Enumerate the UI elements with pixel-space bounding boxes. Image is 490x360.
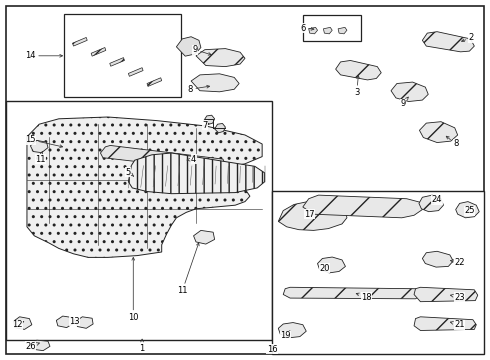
Polygon shape (27, 117, 262, 257)
Text: 11: 11 (177, 243, 199, 295)
Text: 15: 15 (25, 135, 63, 148)
Polygon shape (204, 115, 215, 125)
Bar (303, 15, 361, 41)
Polygon shape (283, 287, 420, 299)
Polygon shape (419, 122, 458, 143)
Text: 16: 16 (267, 345, 277, 354)
Polygon shape (128, 68, 143, 76)
Text: 26: 26 (25, 342, 39, 351)
Text: 22: 22 (450, 258, 465, 266)
Text: 7: 7 (202, 121, 209, 130)
Polygon shape (30, 140, 48, 153)
Text: 20: 20 (319, 264, 330, 273)
Polygon shape (147, 78, 162, 86)
Polygon shape (128, 153, 265, 194)
Polygon shape (422, 32, 474, 52)
Polygon shape (191, 74, 239, 92)
Text: 14: 14 (25, 51, 63, 60)
Text: 19: 19 (280, 330, 291, 340)
Text: 8: 8 (188, 85, 210, 94)
Polygon shape (419, 195, 443, 212)
Text: 3: 3 (354, 76, 360, 97)
Polygon shape (14, 317, 32, 329)
Polygon shape (323, 27, 332, 34)
Polygon shape (91, 48, 106, 56)
Polygon shape (56, 316, 74, 328)
Polygon shape (125, 142, 137, 149)
Polygon shape (391, 82, 428, 102)
Text: 18: 18 (356, 292, 372, 302)
Polygon shape (30, 340, 50, 351)
Polygon shape (176, 37, 201, 56)
Bar (64, 112, 181, 180)
Text: 9: 9 (193, 45, 211, 55)
Polygon shape (338, 27, 347, 34)
Text: 2: 2 (462, 33, 474, 42)
Bar (6, 101, 272, 340)
Text: 9: 9 (400, 97, 408, 108)
Polygon shape (336, 60, 381, 80)
Text: 12: 12 (12, 320, 24, 329)
Text: 5: 5 (126, 167, 134, 176)
Polygon shape (318, 257, 345, 273)
Polygon shape (303, 195, 422, 218)
Polygon shape (73, 116, 84, 123)
Text: 17: 17 (304, 210, 315, 219)
Polygon shape (414, 287, 478, 302)
Text: 6: 6 (300, 23, 314, 32)
Polygon shape (110, 58, 124, 66)
Polygon shape (73, 37, 87, 46)
Text: 11: 11 (35, 152, 46, 163)
Polygon shape (100, 145, 225, 171)
Text: 25: 25 (464, 206, 475, 215)
Polygon shape (194, 230, 215, 244)
Text: 13: 13 (69, 317, 80, 325)
Text: 24: 24 (431, 195, 442, 204)
Polygon shape (143, 150, 155, 158)
Text: 4: 4 (187, 154, 196, 163)
Text: 21: 21 (450, 320, 465, 329)
Polygon shape (90, 125, 102, 132)
Polygon shape (196, 49, 245, 67)
Polygon shape (215, 123, 225, 133)
Bar (64, 14, 181, 97)
Bar (272, 191, 484, 354)
Polygon shape (278, 323, 306, 338)
Polygon shape (76, 317, 93, 328)
Polygon shape (108, 133, 120, 140)
Polygon shape (278, 202, 347, 230)
Text: 23: 23 (450, 292, 465, 302)
Text: 8: 8 (446, 136, 458, 148)
Polygon shape (309, 27, 318, 34)
Polygon shape (414, 317, 476, 330)
Text: 1: 1 (140, 339, 145, 353)
Text: 10: 10 (128, 257, 139, 322)
Polygon shape (422, 251, 453, 267)
Polygon shape (456, 202, 479, 218)
